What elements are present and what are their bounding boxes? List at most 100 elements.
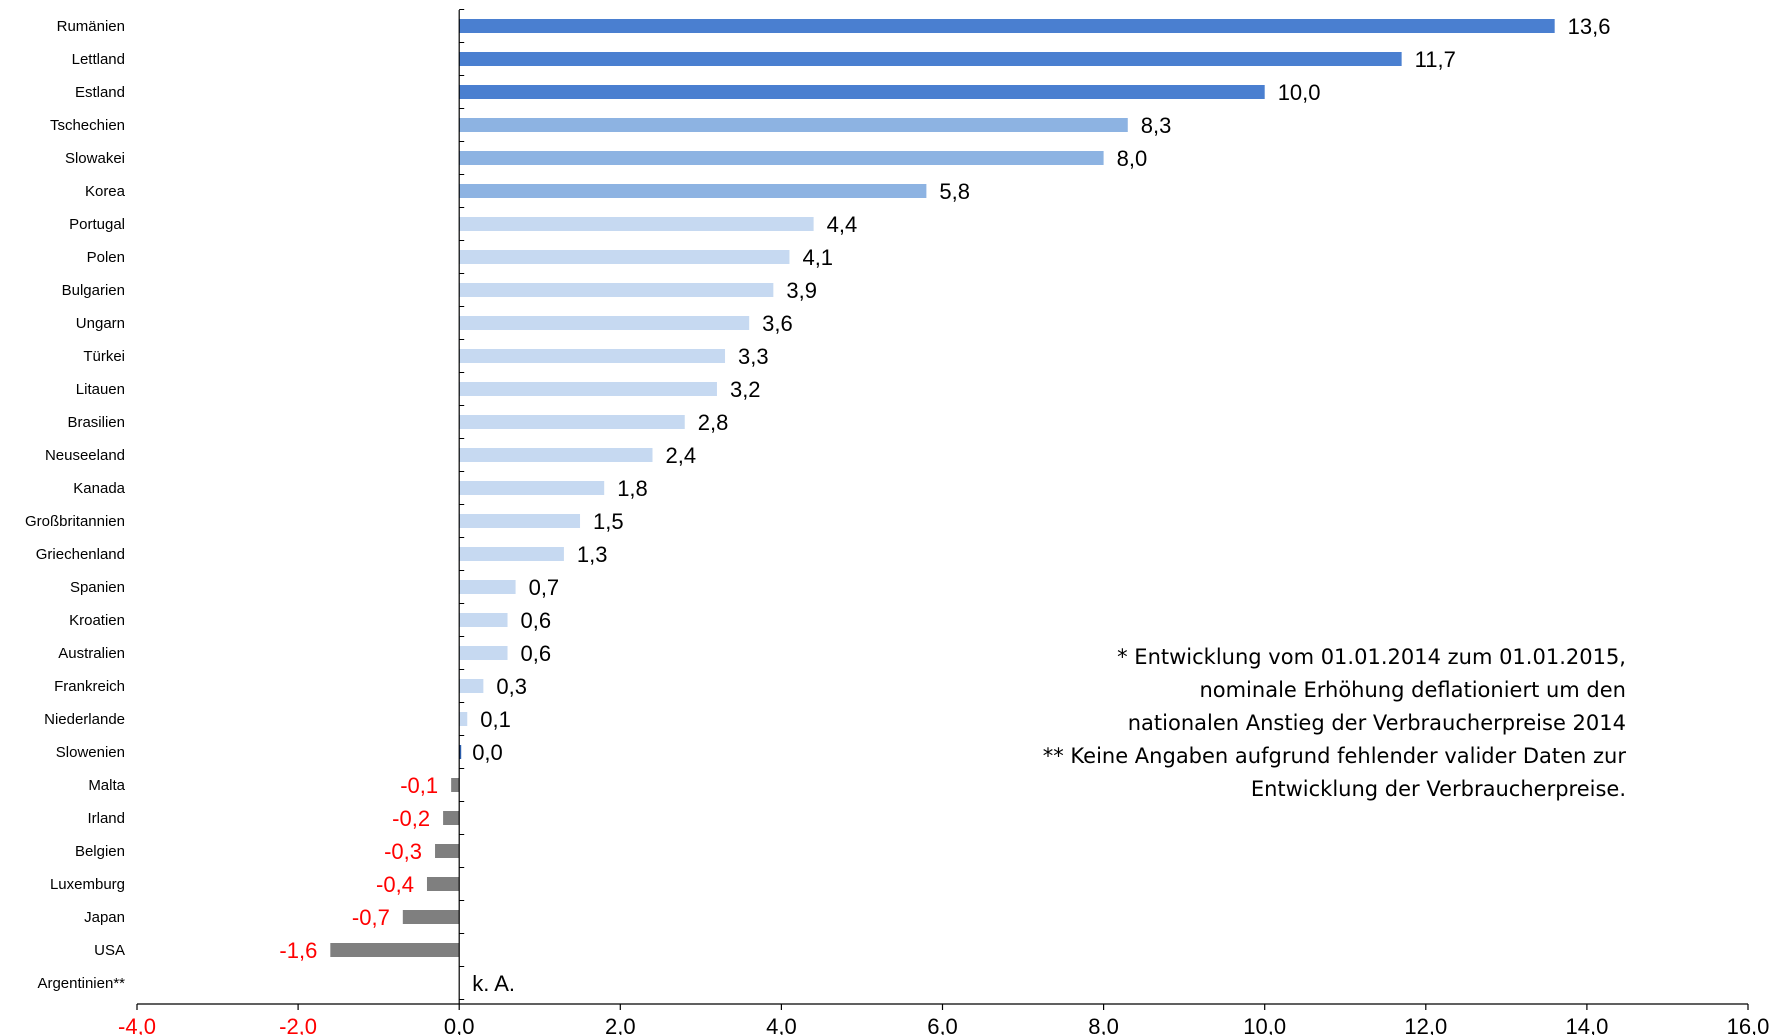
footnote-line: nationalen Anstieg der Verbraucherpreise… (1127, 711, 1626, 735)
bars-group (330, 19, 1555, 957)
bar (459, 250, 790, 264)
bar (451, 778, 460, 792)
category-label: Griechenland (36, 546, 125, 563)
bar (459, 415, 685, 429)
category-label: Slowenien (56, 744, 125, 761)
category-label: Japan (84, 909, 125, 926)
bar (459, 547, 564, 561)
footnote: * Entwicklung vom 01.01.2014 zum 01.01.2… (986, 641, 1626, 806)
bar (459, 580, 516, 594)
value-label: 2,8 (698, 410, 729, 435)
x-tick-label: 4,0 (766, 1014, 797, 1035)
value-label: 0,6 (521, 608, 552, 633)
category-label: Slowakei (65, 150, 125, 167)
bar (459, 19, 1555, 33)
x-tick-label: 6,0 (927, 1014, 958, 1035)
bar (459, 481, 605, 495)
value-label: -0,2 (392, 806, 430, 831)
value-label: -0,7 (352, 905, 390, 930)
bar (459, 745, 462, 759)
bar (459, 283, 774, 297)
bar (459, 613, 508, 627)
bar (459, 316, 750, 330)
bar (435, 844, 460, 858)
category-label: Großbritannien (25, 513, 125, 530)
category-label: Tschechien (50, 117, 125, 134)
category-label: Bulgarien (62, 282, 125, 299)
category-label: Polen (87, 249, 125, 266)
value-label: 13,6 (1568, 14, 1611, 39)
value-label: -0,3 (384, 839, 422, 864)
category-label: Korea (85, 183, 126, 200)
x-tick-label: 0,0 (444, 1014, 475, 1035)
value-label: 0,6 (521, 641, 552, 666)
value-label: 0,0 (472, 740, 503, 765)
category-label: Portugal (69, 216, 125, 233)
bar (459, 382, 717, 396)
category-label: Luxemburg (50, 876, 125, 893)
x-tick-label: 8,0 (1088, 1014, 1119, 1035)
category-label: Australien (58, 645, 125, 662)
category-label: Ungarn (76, 315, 125, 332)
bar (459, 448, 653, 462)
x-tick-label: 10,0 (1243, 1014, 1286, 1035)
x-tick-label: 12,0 (1404, 1014, 1447, 1035)
value-label: 5,8 (939, 179, 970, 204)
category-label: Malta (88, 777, 125, 794)
category-labels: Rumänien Lettland Estland Tschechien Slowake… (25, 18, 126, 992)
value-label: 11,7 (1415, 47, 1456, 72)
bar (459, 151, 1104, 165)
category-label: USA (94, 942, 125, 959)
value-label: 2,4 (666, 443, 697, 468)
category-label: Spanien (70, 579, 125, 596)
category-label: Irland (87, 810, 125, 827)
category-label: Neuseeland (45, 447, 125, 464)
category-label: Estland (75, 84, 125, 101)
bar (459, 712, 468, 726)
bar (459, 514, 581, 528)
x-axis-ticks: -4,0 -2,0 0,0 2,0 4,0 6,0 8,0 10,0 12,0 14,0 16,0 (118, 1004, 1769, 1035)
value-label: 1,5 (593, 509, 624, 534)
category-label: Lettland (72, 51, 125, 68)
bar (459, 349, 726, 363)
category-label: Kanada (73, 480, 125, 497)
value-label: 4,1 (802, 245, 833, 270)
value-label: k. A. (472, 971, 515, 996)
value-label: 1,8 (617, 476, 648, 501)
value-label: 3,6 (762, 311, 793, 336)
bar (459, 679, 484, 693)
category-label: Belgien (75, 843, 125, 860)
bar (459, 85, 1265, 99)
bar (426, 877, 460, 891)
bar (459, 184, 927, 198)
value-label: 3,2 (730, 377, 761, 402)
category-label: Frankreich (54, 678, 125, 695)
bar (459, 646, 508, 660)
value-label: 10,0 (1278, 80, 1321, 105)
x-tick-label: 2,0 (605, 1014, 636, 1035)
bar (402, 910, 460, 924)
x-tick-label: -4,0 (118, 1014, 156, 1035)
footnote-line: * Entwicklung vom 01.01.2014 zum 01.01.2… (1117, 645, 1626, 669)
value-label: -1,6 (279, 938, 317, 963)
value-label: 0,3 (496, 674, 527, 699)
footnote-line: Entwicklung der Verbraucherpreise. (1250, 777, 1626, 801)
value-label: 1,3 (577, 542, 608, 567)
category-label: Türkei (83, 348, 125, 365)
value-label: 8,0 (1117, 146, 1148, 171)
category-label: Rumänien (57, 18, 125, 35)
value-label: 0,1 (480, 707, 511, 732)
value-label: 0,7 (529, 575, 560, 600)
value-label: -0,1 (400, 773, 438, 798)
value-label: 4,4 (827, 212, 858, 237)
bar (459, 217, 814, 231)
footnote-line: ** Keine Angaben aufgrund fehlender vali… (1042, 744, 1626, 768)
value-labels: 13,611,710,08,38,05,84,44,13,93,63,33,22… (279, 14, 1610, 996)
x-tick-label: -2,0 (279, 1014, 317, 1035)
bar (443, 811, 460, 825)
category-label: Litauen (76, 381, 125, 398)
category-label: Kroatien (69, 612, 125, 629)
value-label: -0,4 (376, 872, 414, 897)
bar (459, 118, 1128, 132)
